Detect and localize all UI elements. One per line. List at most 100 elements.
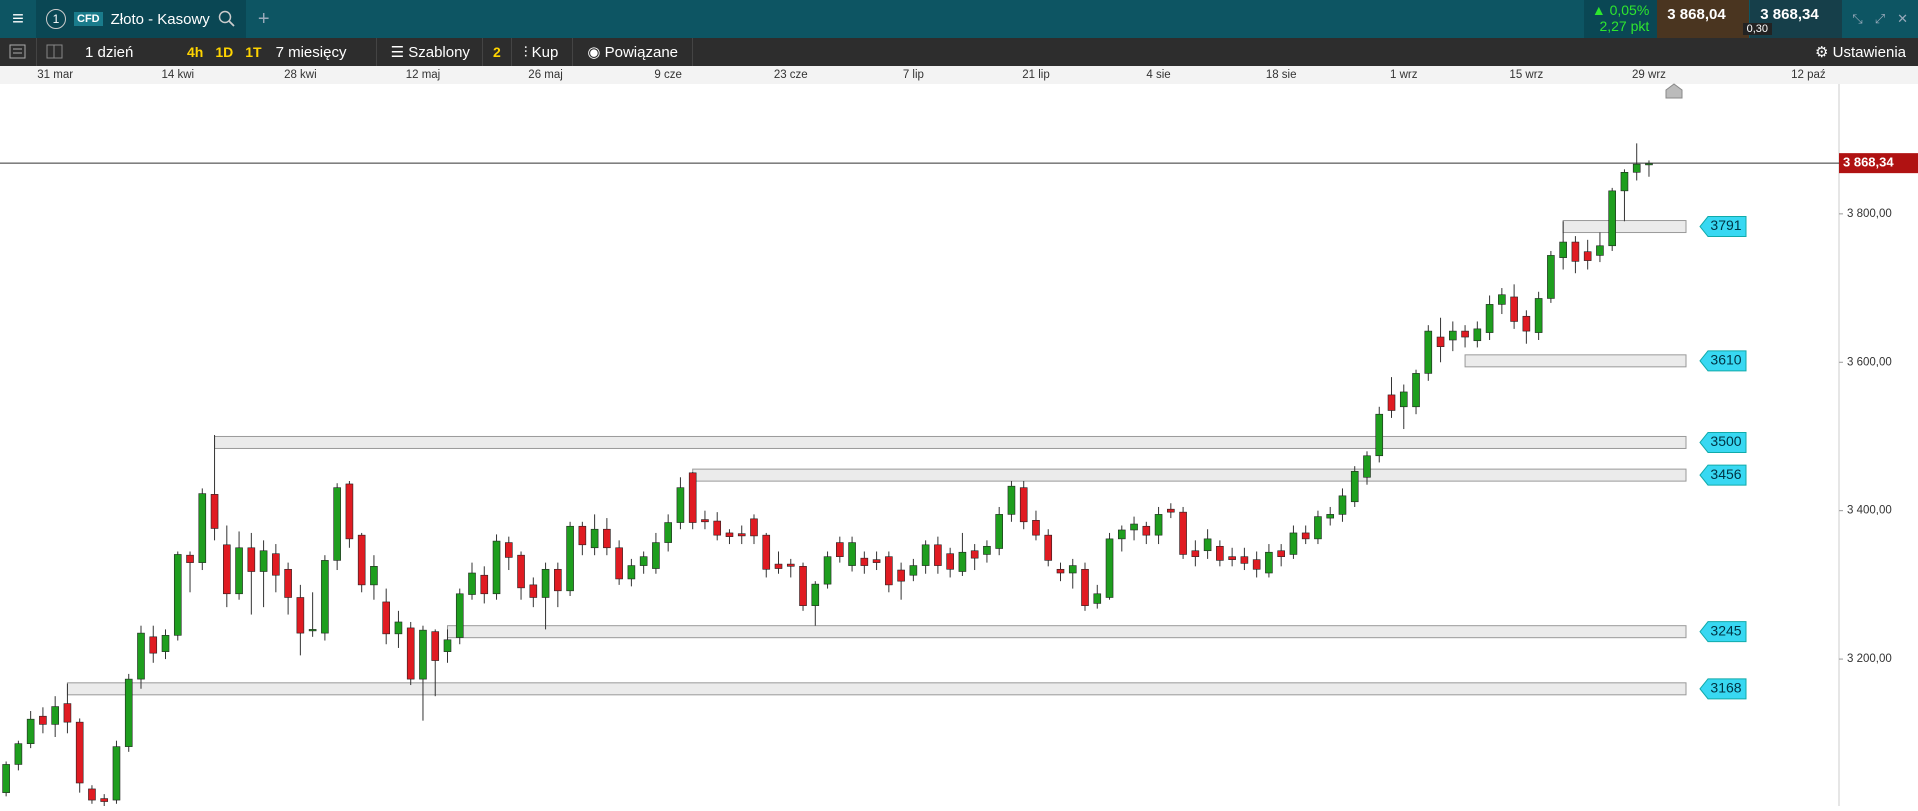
level-marker	[1699, 464, 1747, 486]
candle-body	[468, 572, 476, 595]
x-tick-label: 18 sie	[1266, 69, 1297, 81]
related[interactable]: ◉ Powiązane	[587, 44, 679, 61]
candle-body	[1216, 545, 1224, 561]
candle-body	[431, 631, 440, 661]
quick-interval[interactable]: 1T	[245, 44, 262, 60]
spread: 0,30	[1742, 23, 1772, 35]
candle-body	[848, 542, 856, 566]
menu-button[interactable]: ≡	[12, 7, 24, 30]
candle-body	[26, 718, 35, 744]
candle-body	[1547, 255, 1555, 299]
y-tick-label: 3 200,00	[1847, 653, 1892, 665]
candle-body	[1301, 532, 1310, 540]
search-icon[interactable]	[218, 10, 236, 28]
candle-body	[1522, 315, 1531, 332]
badge: CFD	[74, 12, 103, 26]
candle-body	[1154, 514, 1163, 536]
x-tick-label: 29 wrz	[1632, 69, 1666, 81]
interval[interactable]: 1 dzień	[85, 43, 134, 61]
candle-body	[885, 556, 893, 586]
y-tick-label: 3 800,00	[1847, 208, 1892, 220]
candle-body	[517, 554, 525, 589]
candle-body	[1019, 487, 1028, 523]
candle-body	[1461, 330, 1469, 338]
candle-body	[1105, 538, 1114, 598]
candle-body	[909, 565, 918, 576]
candle-body	[308, 629, 317, 632]
candle-body	[1056, 568, 1065, 574]
candle-body	[1007, 485, 1016, 515]
candle-body	[774, 563, 783, 569]
candle-body	[1449, 330, 1457, 341]
candle-body	[1387, 394, 1396, 411]
date-axis	[0, 66, 1918, 84]
candle-body	[590, 528, 599, 549]
level-zone	[446, 625, 1687, 639]
plot-area	[2, 143, 1687, 806]
candle-body	[1473, 328, 1482, 342]
x-tick-label: 1 wrz	[1390, 69, 1418, 81]
quick-interval[interactable]: 4h	[187, 44, 204, 60]
candle-body	[566, 525, 574, 592]
last-price-label: 3 868,34	[1843, 155, 1894, 170]
candle-body	[652, 542, 660, 569]
templates-count[interactable]: 2	[492, 44, 501, 60]
candle-body	[664, 522, 672, 543]
candle-body	[688, 472, 697, 523]
candle-body	[357, 534, 366, 586]
candle-body	[173, 554, 182, 636]
candle-body	[786, 563, 795, 567]
buy-label: Kup	[531, 43, 559, 61]
candle-body	[1424, 330, 1433, 374]
candle-body	[713, 520, 722, 536]
candle-body	[823, 556, 832, 585]
candle-body	[1081, 568, 1089, 606]
settings-label: Ustawienia	[1832, 44, 1906, 61]
quote-area: ▲ 0,05% 2,27 pkt 3 868,04 3 868,34 0,30 …	[1583, 0, 1918, 38]
candle-body	[1399, 391, 1408, 408]
candle-body	[1179, 511, 1187, 555]
candle-body	[370, 566, 378, 586]
candle-body	[676, 487, 685, 523]
candle-body	[1534, 298, 1543, 333]
candle-body	[639, 556, 648, 566]
candle-body	[921, 544, 930, 566]
window-controls[interactable]: ⤡ ⤢ ✕	[1842, 0, 1918, 38]
y-tick-label: 3 600,00	[1847, 356, 1892, 368]
settings[interactable]: ⚙ Ustawienia	[1815, 44, 1906, 61]
range[interactable]: 7 miesięcy	[275, 43, 347, 61]
add-tab[interactable]: +	[257, 7, 270, 30]
change-points: 2,27 pkt	[1599, 18, 1650, 34]
up-arrow: ▲	[1591, 2, 1606, 18]
candle-body	[1240, 556, 1249, 564]
candle-body	[419, 629, 427, 680]
candle-body	[934, 544, 942, 566]
x-tick-label: 21 lip	[1022, 69, 1050, 81]
level-marker	[1699, 431, 1747, 453]
last-price-box	[1839, 153, 1918, 174]
candle-body	[161, 635, 170, 652]
quick-interval[interactable]: 1D	[215, 44, 234, 60]
list-icon[interactable]	[0, 42, 36, 62]
candle-body	[443, 639, 452, 652]
candle-body	[492, 540, 501, 595]
candle-body	[345, 483, 354, 540]
home-marker	[1665, 83, 1683, 99]
candle-body	[995, 514, 1003, 549]
candle-body	[321, 560, 329, 634]
candle-body	[63, 703, 72, 723]
candle-body	[480, 574, 489, 595]
instrument-tab[interactable]: 1 CFD Złoto - Kasowy	[36, 0, 246, 38]
x-tick-label: 14 kwi	[161, 69, 194, 81]
templates[interactable]: ☰ Szablony	[390, 44, 470, 61]
candle-body	[762, 534, 771, 570]
chart: 31 mar 14 kwi 28 kwi 12 maj 26 maj 9 cze 23 cz…	[0, 66, 1918, 806]
candle-body	[39, 715, 47, 725]
sell-price[interactable]: 3 868,04	[1657, 0, 1750, 38]
candle-body	[186, 554, 194, 563]
layout-icon[interactable]	[37, 42, 77, 62]
level-zone	[214, 435, 1687, 449]
candle-body	[1203, 538, 1212, 552]
candle-body	[1338, 495, 1347, 515]
buy-button[interactable]: ⫶ Kup	[523, 43, 559, 61]
